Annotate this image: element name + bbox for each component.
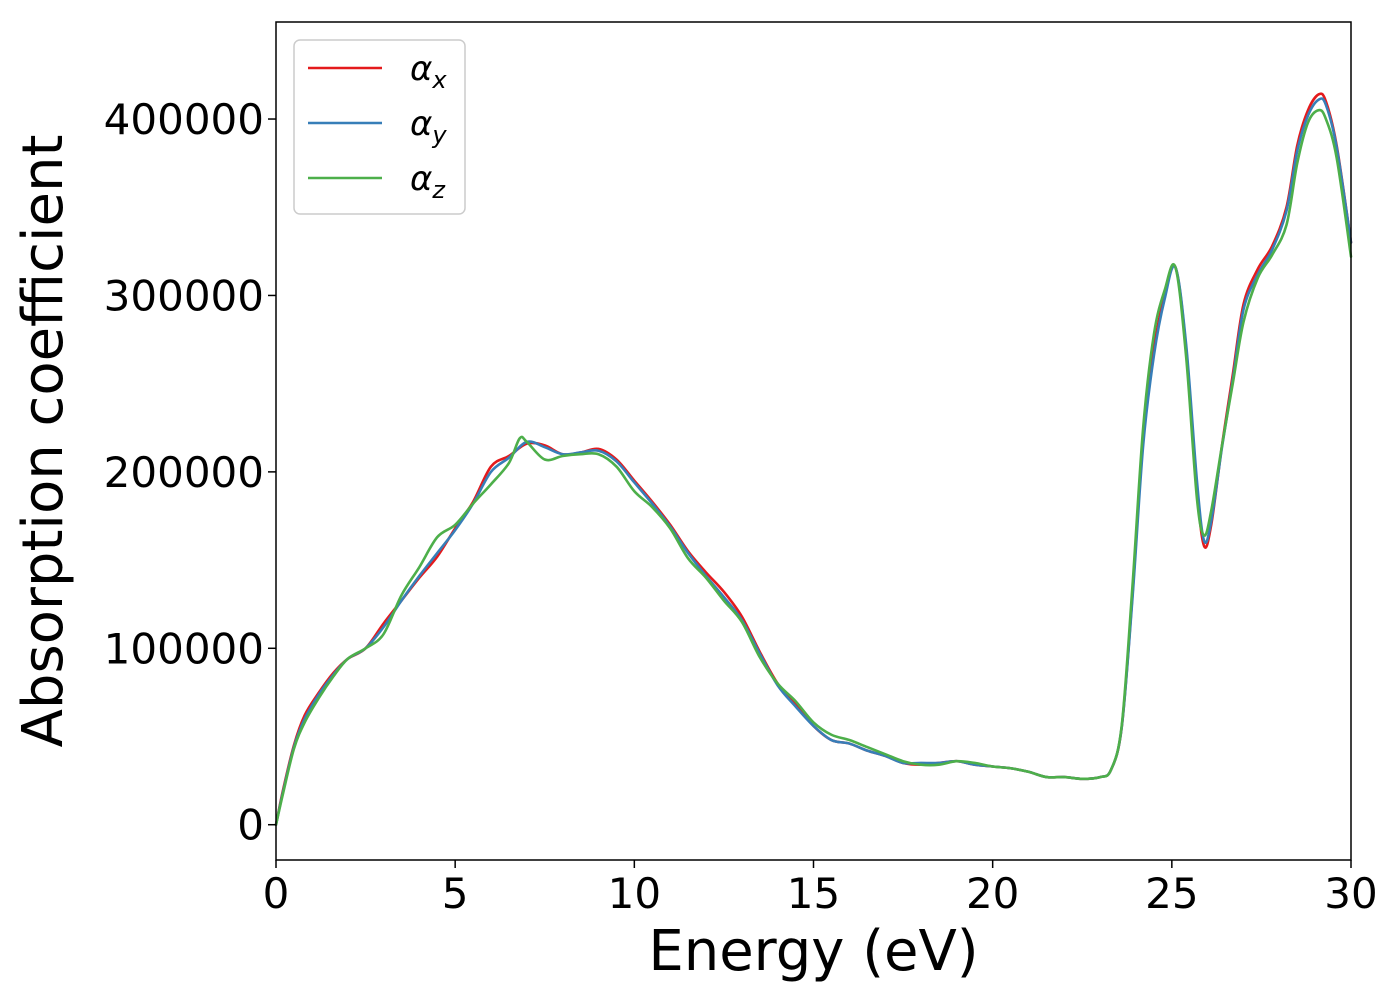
series-line-z <box>274 108 1353 827</box>
x-tick-label: 25 <box>1145 869 1198 918</box>
legend-symbol: α <box>410 49 432 89</box>
series-lines <box>274 92 1353 827</box>
x-tick-label: 0 <box>263 869 290 918</box>
x-tick-label: 5 <box>442 869 469 918</box>
legend-subscript: x <box>431 66 447 94</box>
x-tick-label: 10 <box>608 869 661 918</box>
legend-symbol: α <box>410 159 432 199</box>
x-tick-label: 15 <box>787 869 840 918</box>
x-tick-label: 30 <box>1324 869 1377 918</box>
legend-subscript: z <box>431 176 446 204</box>
legend-box <box>293 39 466 215</box>
y-tick-label: 0 <box>237 801 264 850</box>
y-axis-label: Absorption coefficient <box>11 135 76 748</box>
y-tick-label: 300000 <box>104 271 264 320</box>
legend-label-y: αy <box>410 104 447 149</box>
legend-subscript: y <box>431 121 447 149</box>
y-axis-ticks: 0 100000 200000 300000 400000 <box>104 95 276 850</box>
series-line-y <box>274 97 1353 827</box>
y-tick-label: 200000 <box>104 448 264 497</box>
legend-symbol: α <box>410 104 432 144</box>
legend-label-x: αx <box>410 49 447 94</box>
legend-label-z: αz <box>410 159 446 204</box>
x-tick-label: 20 <box>966 869 1019 918</box>
y-tick-label: 100000 <box>104 624 264 673</box>
x-axis-label: Energy (eV) <box>648 919 978 984</box>
x-axis-ticks: 0 5 10 15 20 25 30 <box>263 860 1378 918</box>
y-tick-label: 400000 <box>104 95 264 144</box>
